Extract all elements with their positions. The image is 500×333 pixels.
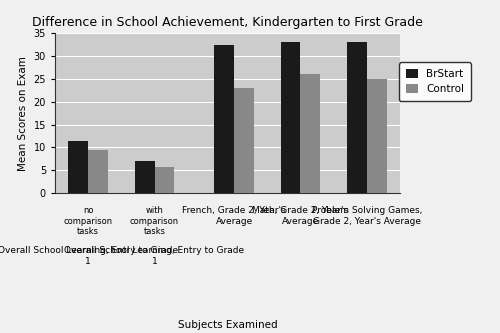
Text: Subjects Examined: Subjects Examined	[178, 320, 278, 330]
Title: Difference in School Achievement, Kindergarten to First Grade: Difference in School Achievement, Kinder…	[32, 16, 423, 29]
Bar	[280, 42, 300, 193]
Bar	[300, 74, 320, 193]
Bar	[347, 42, 367, 193]
Text: Overall School Learning, Entry to Grade
1: Overall School Learning, Entry to Grade …	[0, 246, 178, 266]
Bar	[88, 150, 108, 193]
Bar	[234, 88, 254, 193]
Text: no
comparison
tasks: no comparison tasks	[64, 206, 112, 236]
Text: Math, Grade 2, Year's
Average: Math, Grade 2, Year's Average	[252, 206, 348, 226]
Text: French, Grade 2, Year's
Average: French, Grade 2, Year's Average	[182, 206, 286, 226]
Bar	[367, 79, 386, 193]
Bar	[68, 141, 88, 193]
Bar	[214, 45, 234, 193]
Text: Overall School Learning, Entry to Grade
1: Overall School Learning, Entry to Grade …	[64, 246, 244, 266]
Legend: BrStart, Control: BrStart, Control	[400, 63, 470, 101]
Text: with
comparison
tasks: with comparison tasks	[130, 206, 179, 236]
Text: Problem Solving Games,
Grade 2, Year's Average: Problem Solving Games, Grade 2, Year's A…	[312, 206, 422, 226]
Y-axis label: Mean Scores on Exam: Mean Scores on Exam	[18, 56, 28, 170]
Bar	[134, 161, 154, 193]
Bar	[154, 166, 174, 193]
